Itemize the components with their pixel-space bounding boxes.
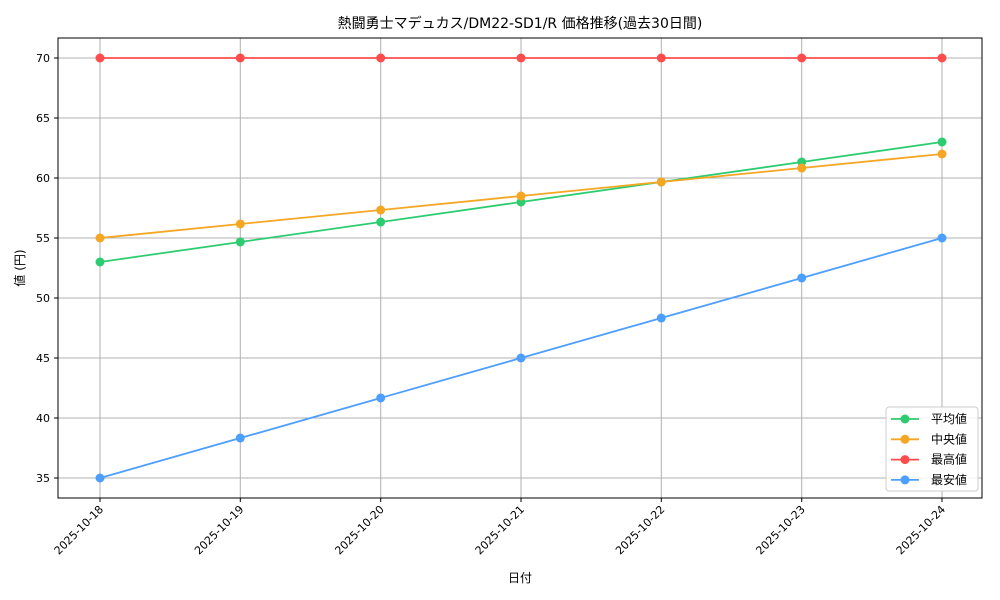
data-point <box>376 217 386 227</box>
x-tick-label: 2025-10-22 <box>613 503 667 557</box>
data-point <box>656 177 666 187</box>
data-point <box>376 393 386 403</box>
y-tick-label: 65 <box>36 112 50 125</box>
legend-label: 最安値 <box>931 472 967 487</box>
x-axis-label: 日付 <box>508 571 532 585</box>
x-tick-label: 2025-10-23 <box>753 503 807 557</box>
data-point <box>797 163 807 173</box>
legend-item: 最安値 <box>891 472 967 487</box>
y-tick-label: 50 <box>36 292 50 305</box>
x-tick-label: 2025-10-20 <box>332 503 386 557</box>
legend-item: 中央値 <box>891 431 967 446</box>
data-point <box>937 137 947 147</box>
data-point <box>235 237 245 247</box>
data-point <box>656 53 666 63</box>
x-axis-ticks: 2025-10-18 2025-10-19 2025-10-20 2025-10-21… <box>52 498 948 557</box>
y-tick-label: 60 <box>36 172 50 185</box>
data-point <box>95 473 105 483</box>
legend-label: 中央値 <box>931 431 967 446</box>
x-tick-label: 2025-10-21 <box>473 503 527 557</box>
data-point <box>797 273 807 283</box>
x-tick-label: 2025-10-18 <box>52 503 106 557</box>
data-point <box>95 257 105 267</box>
data-point <box>516 353 526 363</box>
data-point <box>937 149 947 159</box>
series-3 <box>95 233 947 483</box>
y-axis-label: 値 (円) <box>12 249 27 286</box>
legend-label: 平均値 <box>931 411 967 426</box>
data-point <box>376 53 386 63</box>
data-point <box>235 219 245 229</box>
data-point <box>937 233 947 243</box>
x-tick-label: 2025-10-24 <box>894 503 948 557</box>
data-point <box>937 53 947 63</box>
data-point <box>797 53 807 63</box>
grid-lines <box>58 38 982 498</box>
plot-frame <box>57 37 983 499</box>
data-point <box>235 433 245 443</box>
chart-title: 熱闘勇士マデュカス/DM22-SD1/R 価格推移(過去30日間) <box>338 15 703 32</box>
data-point <box>95 233 105 243</box>
legend-item: 最高値 <box>891 452 967 467</box>
y-axis-ticks: 35 40 45 50 55 60 65 70 <box>36 52 58 485</box>
x-tick-label: 2025-10-19 <box>192 503 246 557</box>
data-point <box>95 53 105 63</box>
data-point <box>376 205 386 215</box>
y-tick-label: 35 <box>36 472 50 485</box>
series-2 <box>95 53 947 63</box>
data-point <box>516 53 526 63</box>
y-tick-label: 70 <box>36 52 50 65</box>
data-point <box>235 53 245 63</box>
y-tick-label: 40 <box>36 412 50 425</box>
series-lines <box>95 53 947 483</box>
legend-label: 最高値 <box>931 452 967 467</box>
y-tick-label: 45 <box>36 352 50 365</box>
legend-item: 平均値 <box>891 411 967 426</box>
data-point <box>656 313 666 323</box>
y-tick-label: 55 <box>36 232 50 245</box>
series-1 <box>95 149 947 243</box>
data-point <box>516 191 526 201</box>
